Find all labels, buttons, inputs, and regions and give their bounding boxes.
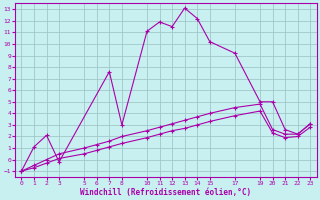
X-axis label: Windchill (Refroidissement éolien,°C): Windchill (Refroidissement éolien,°C) [80,188,252,197]
